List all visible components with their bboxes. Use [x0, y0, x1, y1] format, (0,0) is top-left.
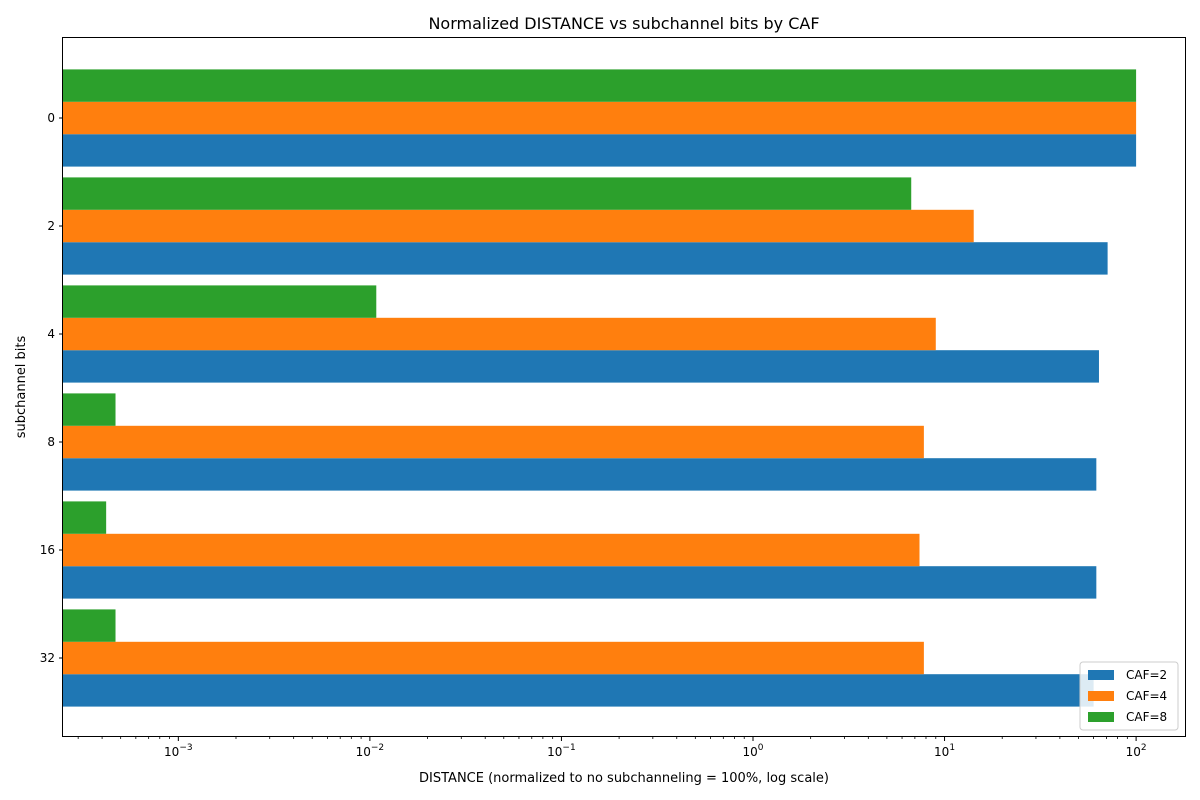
x-tick-label: 10−3 [164, 743, 193, 759]
legend: CAF=2 CAF=4 CAF=8 [1079, 661, 1179, 731]
bar-caf2-2 [63, 242, 1108, 275]
y-axis-ticks: 0 2 4 8 16 32 [40, 111, 63, 665]
bar-caf2-8 [63, 458, 1097, 491]
bar-caf4-32 [63, 641, 924, 675]
bar-caf4-16 [63, 533, 920, 567]
y-tick-label-8: 8 [47, 435, 55, 449]
bar-caf8-32 [63, 609, 116, 642]
plot-frame [62, 37, 1186, 737]
y-tick-label-2: 2 [47, 219, 55, 233]
bars-group [63, 69, 1137, 707]
bar-caf2-0 [63, 134, 1137, 167]
x-tick-label: 10−2 [356, 743, 385, 759]
legend-swatch-caf8 [1088, 712, 1114, 722]
bar-caf4-0 [63, 101, 1137, 135]
legend-label-caf8: CAF=8 [1126, 710, 1167, 724]
x-tick-label: 100 [742, 743, 763, 759]
legend-label-caf4: CAF=4 [1126, 689, 1167, 703]
y-tick-label-16: 16 [40, 543, 55, 557]
bar-caf2-4 [63, 350, 1099, 383]
x-tick-label: 10−1 [547, 743, 576, 759]
x-tick-label: 102 [1126, 743, 1147, 759]
bar-caf2-32 [63, 674, 1094, 707]
bar-caf8-4 [63, 285, 377, 318]
bar-caf4-2 [63, 209, 974, 243]
bar-caf8-16 [63, 501, 107, 534]
bar-caf8-2 [63, 177, 912, 210]
legend-label-caf2: CAF=2 [1126, 668, 1167, 682]
bar-caf4-8 [63, 425, 924, 459]
bar-caf8-0 [63, 69, 1137, 102]
x-tick-label: 101 [934, 743, 955, 759]
bar-caf4-4 [63, 317, 936, 351]
x-axis-label: DISTANCE (normalized to no subchanneling… [419, 771, 829, 786]
bar-caf8-8 [63, 393, 116, 426]
legend-swatch-caf4 [1088, 691, 1114, 701]
y-tick-label-32: 32 [40, 651, 55, 665]
y-tick-label-4: 4 [47, 327, 55, 341]
y-axis-label: subchannel bits [14, 335, 29, 438]
bar-caf2-16 [63, 566, 1097, 599]
chart-title: Normalized DISTANCE vs subchannel bits b… [428, 14, 819, 33]
y-tick-label-0: 0 [47, 111, 55, 125]
legend-swatch-caf2 [1088, 670, 1114, 680]
x-axis-ticks: 10−3 10−2 10−1 100 101 102 [77, 736, 1147, 759]
